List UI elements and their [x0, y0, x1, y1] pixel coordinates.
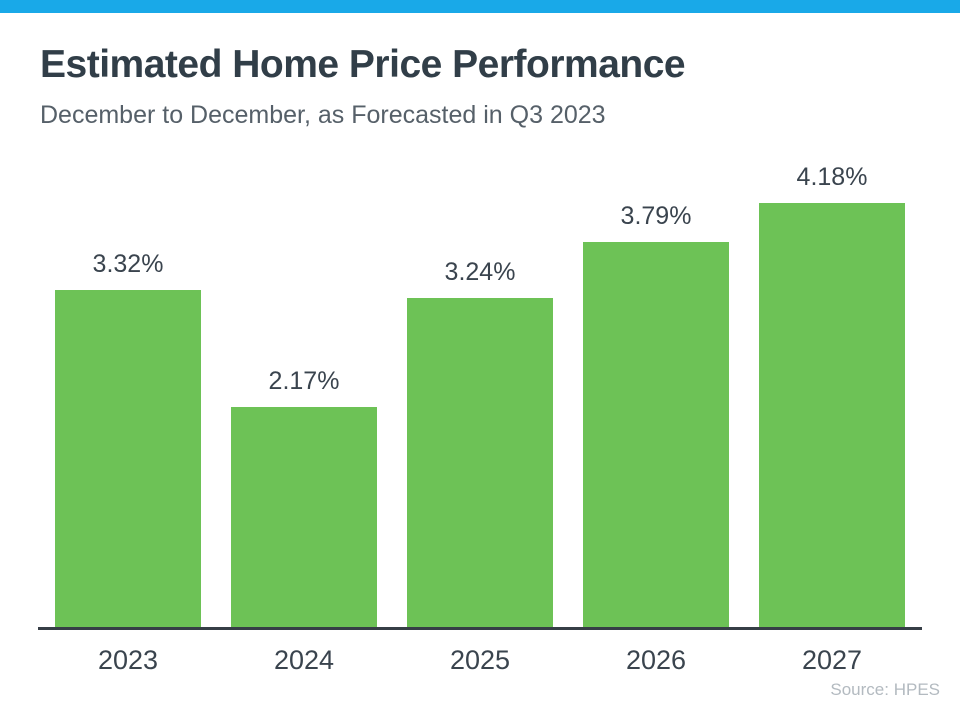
bar-group-2026: 3.79% — [583, 202, 729, 627]
top-accent-bar — [0, 0, 960, 13]
bar-2023 — [55, 289, 201, 627]
bar-2026 — [583, 241, 729, 627]
x-axis-labels: 2023 2024 2025 2026 2027 — [38, 630, 922, 678]
bar-group-2025: 3.24% — [407, 258, 553, 627]
x-tick-2025: 2025 — [449, 644, 511, 675]
bar-value-label-2025: 3.24% — [444, 257, 516, 286]
page-subtitle: December to December, as Forecasted in Q… — [40, 100, 606, 129]
bar-value-label-2026: 3.79% — [620, 201, 692, 230]
bar-value-label-2024: 2.17% — [268, 366, 340, 395]
x-tick-2024: 2024 — [273, 644, 335, 675]
x-tick-2023: 2023 — [97, 644, 159, 675]
x-tick-2027: 2027 — [801, 644, 863, 675]
bar-2024 — [231, 406, 377, 627]
bar-group-2024: 2.17% — [231, 367, 377, 627]
x-tick-2026: 2026 — [625, 644, 687, 675]
bar-group-2027: 4.18% — [759, 163, 905, 627]
bar-chart: 3.32% 2.17% 3.24% 3.79% 4.18% — [38, 160, 922, 630]
bar-value-label-2027: 4.18% — [796, 162, 868, 191]
bar-2025 — [407, 297, 553, 627]
source-note: Source: HPES — [830, 680, 940, 699]
bar-2027 — [759, 202, 905, 627]
bar-value-label-2023: 3.32% — [92, 249, 164, 278]
bar-group-2023: 3.32% — [55, 250, 201, 627]
page-title: Estimated Home Price Performance — [40, 43, 686, 86]
